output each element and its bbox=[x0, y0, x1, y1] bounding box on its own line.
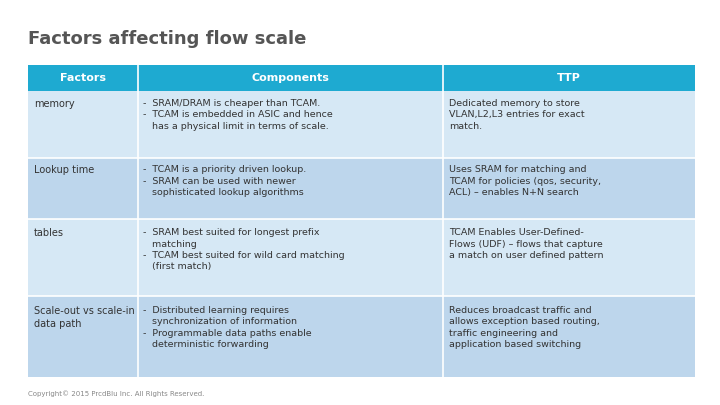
Text: Uses SRAM for matching and
TCAM for policies (qos, security,
ACL) – enables N+N : Uses SRAM for matching and TCAM for poli… bbox=[449, 165, 601, 197]
Bar bbox=[28, 65, 138, 91]
Bar bbox=[443, 158, 695, 219]
Text: Components: Components bbox=[251, 73, 330, 83]
Text: -  TCAM is a priority driven lookup.
-  SRAM can be used with newer
   sophistic: - TCAM is a priority driven lookup. - SR… bbox=[143, 165, 306, 197]
Text: Lookup time: Lookup time bbox=[34, 165, 94, 175]
Bar bbox=[443, 91, 695, 158]
Bar bbox=[138, 219, 443, 296]
Bar bbox=[138, 296, 443, 377]
Bar bbox=[138, 65, 443, 91]
Text: memory: memory bbox=[34, 99, 75, 109]
Text: -  Distributed learning requires
   synchronization of information
-  Programmab: - Distributed learning requires synchron… bbox=[143, 306, 312, 350]
Text: Dedicated memory to store
VLAN,L2,L3 entries for exact
match.: Dedicated memory to store VLAN,L2,L3 ent… bbox=[449, 99, 585, 131]
Bar bbox=[28, 158, 138, 219]
Bar bbox=[443, 296, 695, 377]
Bar bbox=[138, 91, 443, 158]
Text: Copyright© 2015 PrcdBlu Inc. All Rights Reserved.: Copyright© 2015 PrcdBlu Inc. All Rights … bbox=[28, 390, 204, 397]
Bar bbox=[443, 65, 695, 91]
Text: Factors affecting flow scale: Factors affecting flow scale bbox=[28, 30, 307, 48]
Text: Scale-out vs scale-in
data path: Scale-out vs scale-in data path bbox=[34, 306, 135, 329]
Text: Reduces broadcast traffic and
allows exception based routing,
traffic engineerin: Reduces broadcast traffic and allows exc… bbox=[449, 306, 600, 350]
Text: -  SRAM/DRAM is cheaper than TCAM.
-  TCAM is embedded in ASIC and hence
   has : - SRAM/DRAM is cheaper than TCAM. - TCAM… bbox=[143, 99, 333, 131]
Bar bbox=[443, 219, 695, 296]
Bar bbox=[28, 296, 138, 377]
Text: TCAM Enables User-Defined-
Flows (UDF) – flows that capture
a match on user defi: TCAM Enables User-Defined- Flows (UDF) –… bbox=[449, 228, 603, 260]
Text: TTP: TTP bbox=[557, 73, 581, 83]
Bar bbox=[28, 91, 138, 158]
Text: tables: tables bbox=[34, 228, 64, 238]
Bar bbox=[138, 158, 443, 219]
Text: Factors: Factors bbox=[60, 73, 106, 83]
Bar bbox=[28, 219, 138, 296]
Text: -  SRAM best suited for longest prefix
   matching
-  TCAM best suited for wild : - SRAM best suited for longest prefix ma… bbox=[143, 228, 345, 271]
